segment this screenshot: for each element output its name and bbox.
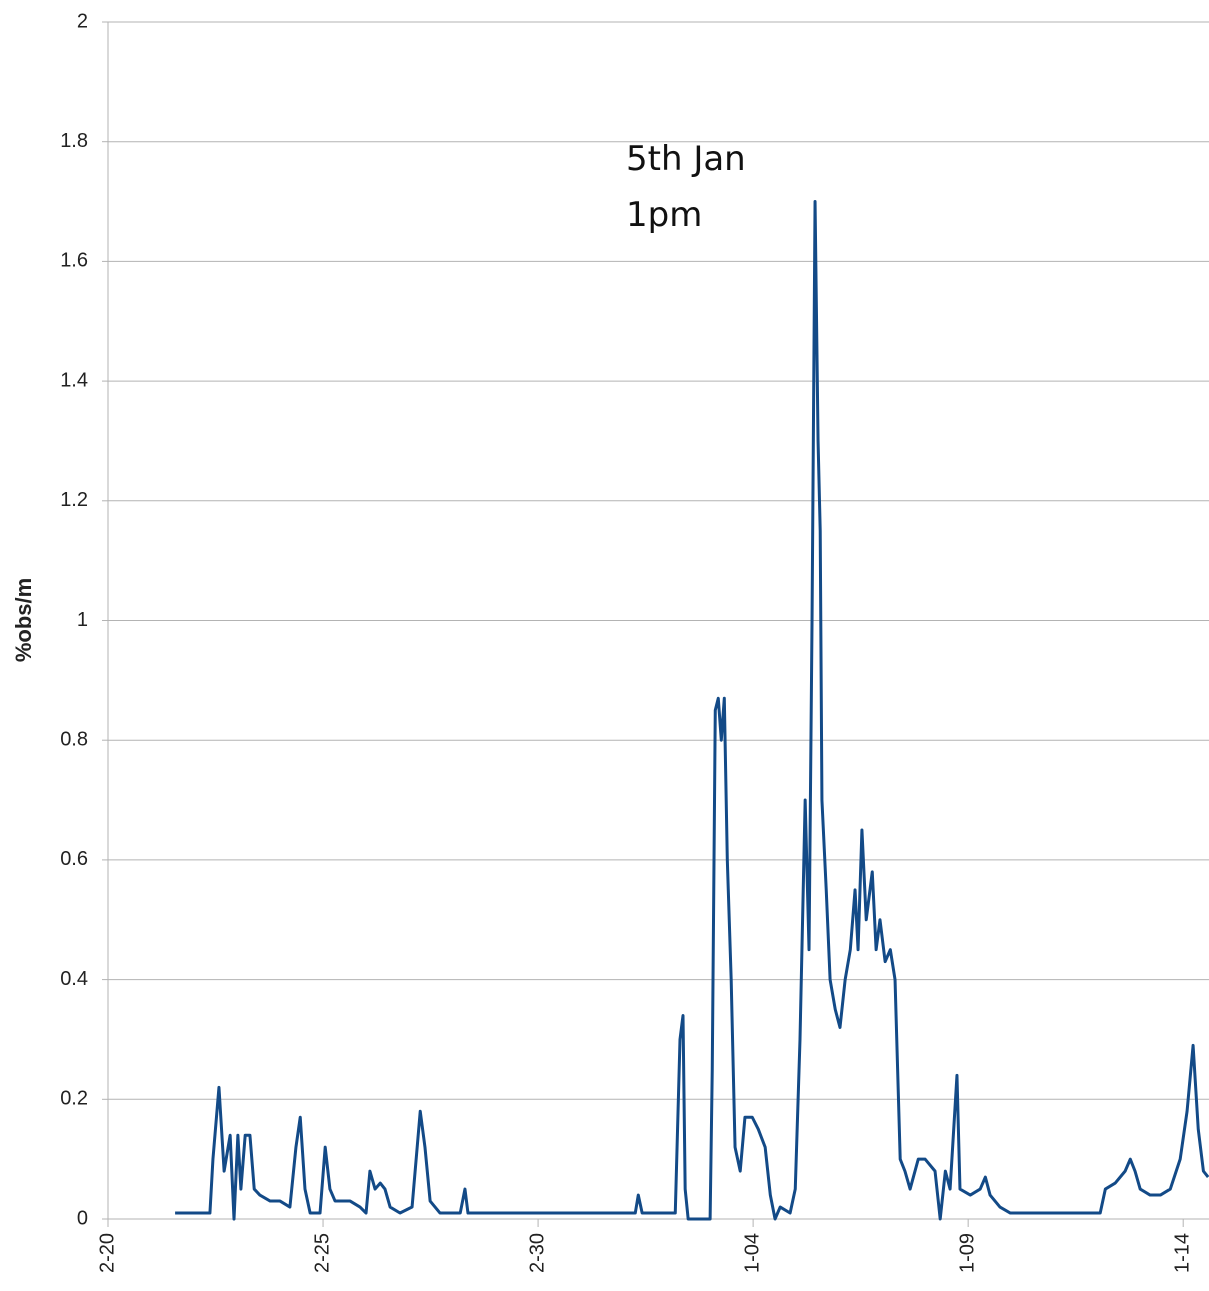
y-tick-label: 1 [77, 609, 88, 631]
x-tick-label: 2-20 [96, 1233, 118, 1273]
y-tick-label: 1.4 [60, 369, 88, 391]
x-tick-label: 2-30 [526, 1233, 548, 1273]
y-tick-label: 0.4 [60, 968, 88, 990]
annotation: 1pm [626, 195, 702, 235]
y-tick-label: 1.8 [60, 130, 88, 152]
y-tick-label: 0.8 [60, 728, 88, 750]
y-tick-label: 1.2 [60, 489, 88, 511]
y-tick-label: 0 [77, 1207, 88, 1229]
x-tick-label: 1-09 [956, 1233, 978, 1273]
y-tick-label: 2 [77, 10, 88, 32]
x-tick-label: 1-04 [741, 1233, 763, 1273]
y-tick-label: 1.6 [60, 250, 88, 272]
x-tick-label: 1-14 [1171, 1233, 1193, 1273]
data-line [175, 200, 1209, 1221]
y-axis-label: %obs/m [11, 578, 36, 662]
y-tick-label: 0.2 [60, 1088, 88, 1110]
annotation: 5th Jan [626, 139, 746, 179]
y-tick-label: 0.6 [60, 848, 88, 870]
x-tick-label: 2-25 [311, 1233, 333, 1273]
